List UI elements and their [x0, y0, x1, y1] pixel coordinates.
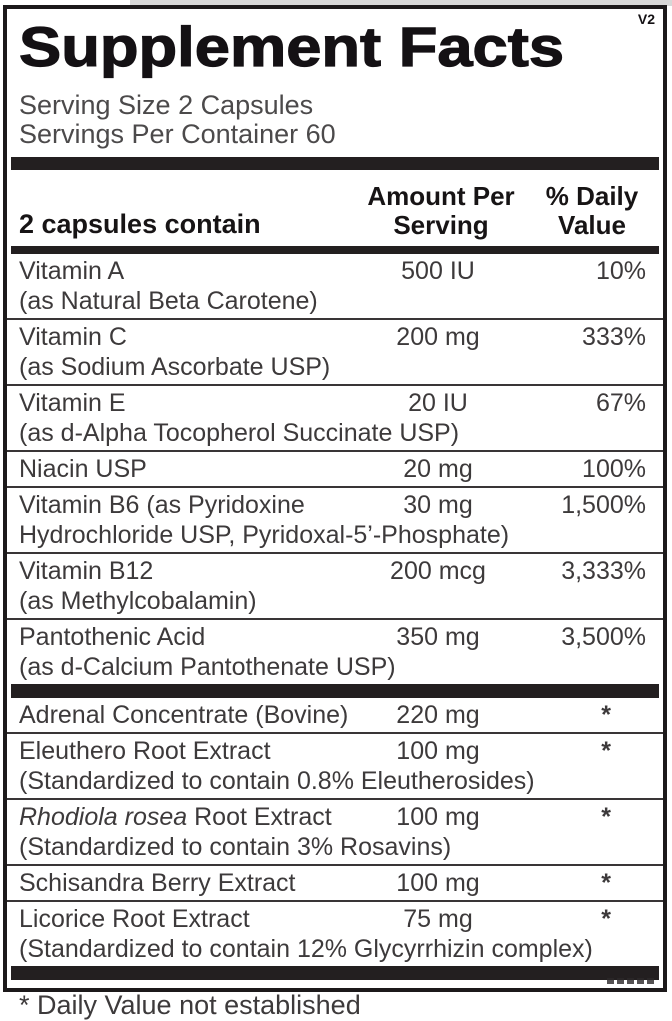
amount-value: 20 IU [408, 389, 468, 417]
ingredient-row: Schisandra Berry Extract 100 mg * [7, 864, 663, 900]
ingredient-name-text: Vitamin B6 (as Pyridoxine [19, 491, 305, 519]
version-mark: V2 [637, 11, 655, 27]
ingredient-name: Schisandra Berry Extract [19, 868, 409, 898]
daily-value: 100% [582, 455, 646, 483]
ingredient-name-text: Eleuthero Root Extract [19, 737, 271, 765]
ingredient-name: Rhodiola rosea Root Extract [19, 802, 409, 832]
ingredient-name-italic: Rhodiola rosea [19, 803, 188, 831]
daily-value: 3,333% [561, 557, 646, 585]
ingredient-detail: Hydrochloride USP, Pyridoxal-5’-Phosphat… [19, 521, 510, 549]
ingredient-name-text: Schisandra Berry Extract [19, 869, 296, 897]
ingredient-name: Eleuthero Root Extract [19, 736, 409, 766]
ingredient-detail: (Standardized to contain 3% Rosavins) [19, 833, 452, 861]
daily-value: 10% [595, 257, 646, 285]
vitamins-group: Vitamin A 500 IU 10% (as Natural Beta Ca… [7, 254, 663, 684]
header-separator-bar [11, 246, 659, 254]
ingredient-detail: (as d-Alpha Tocopherol Succinate USP) [19, 419, 460, 447]
daily-value: 1,500% [561, 491, 646, 519]
amount-value: 100 mg [396, 737, 480, 765]
ingredient-row: Vitamin B6 (as Pyridoxine 30 mg 1,500% H… [7, 486, 663, 552]
amount-value: 100 mg [396, 803, 480, 831]
serving-size: Serving Size 2 Capsules [19, 90, 314, 120]
ingredient-row: Licorice Root Extract 75 mg * (Standardi… [7, 900, 663, 966]
ingredient-name-text: Licorice Root Extract [19, 905, 250, 933]
ingredient-detail: (Standardized to contain 0.8% Eleutheros… [19, 767, 535, 795]
ingredient-detail: (as Methylcobalamin) [19, 587, 257, 615]
facts-title: Supplement Facts [18, 15, 565, 78]
daily-value-asterisk: * [601, 803, 611, 831]
column-header-amount: Amount Per Serving [367, 181, 515, 240]
ingredient-name-text: Pantothenic Acid [19, 623, 206, 651]
amount-value: 200 mcg [390, 557, 486, 585]
ingredient-detail: (Standardized to contain 12% Glycyrrhizi… [19, 935, 593, 963]
amount-value: 100 mg [396, 869, 480, 897]
botanicals-group: Adrenal Concentrate (Bovine) 220 mg * El… [7, 698, 663, 966]
ingredient-row: Rhodiola rosea Root Extract 100 mg * (St… [7, 798, 663, 864]
ingredient-row: Niacin USP 20 mg 100% [7, 450, 663, 486]
ingredient-name-text: Root Extract [187, 803, 332, 831]
ingredient-name-text: Adrenal Concentrate (Bovine) [19, 701, 349, 729]
ingredient-name: Licorice Root Extract [19, 904, 409, 934]
amount-value: 20 mg [403, 455, 473, 483]
ingredient-name: Pantothenic Acid [19, 622, 409, 652]
serving-info: Serving Size 2 Capsules Servings Per Con… [7, 83, 663, 157]
daily-value: 333% [582, 323, 646, 351]
amount-value: 200 mg [396, 323, 480, 351]
ingredient-name: Vitamin A [19, 256, 409, 286]
ingredient-name-text: Vitamin C [19, 323, 127, 351]
column-header-ingredient: 2 capsules contain [19, 209, 261, 239]
ingredient-name: Niacin USP [19, 454, 409, 484]
daily-value-asterisk: * [601, 737, 611, 765]
ingredient-name: Vitamin E [19, 388, 409, 418]
section-bar-middle [11, 684, 659, 698]
ingredient-name-text: Vitamin B12 [19, 557, 154, 585]
ingredient-row: Vitamin B12 200 mcg 3,333% (as Methylcob… [7, 552, 663, 618]
tiny-print-artifact [607, 978, 655, 984]
supplement-facts-label: Supplement Facts V2 Serving Size 2 Capsu… [3, 5, 667, 1020]
ingredient-name: Vitamin B6 (as Pyridoxine [19, 490, 409, 520]
section-bar-bottom [11, 966, 659, 980]
ingredient-row: Vitamin E 20 IU 67% (as d-Alpha Tocopher… [7, 384, 663, 450]
daily-value-asterisk: * [601, 905, 611, 933]
column-header-row: 2 capsules contain Amount Per Serving % … [7, 170, 663, 246]
ingredient-row: Pantothenic Acid 350 mg 3,500% (as d-Cal… [7, 618, 663, 684]
ingredient-name: Adrenal Concentrate (Bovine) [19, 700, 409, 730]
ingredient-detail: (as d-Calcium Pantothenate USP) [19, 653, 396, 681]
ingredient-name: Vitamin C [19, 322, 409, 352]
amount-value: 350 mg [396, 623, 480, 651]
daily-value-asterisk: * [601, 701, 611, 729]
ingredient-row: Vitamin C 200 mg 333% (as Sodium Ascorba… [7, 318, 663, 384]
amount-value: 220 mg [396, 701, 480, 729]
column-header-daily-value: % Daily Value [545, 181, 639, 240]
ingredient-name-text: Niacin USP [19, 455, 147, 483]
amount-value: 30 mg [403, 491, 473, 519]
servings-per-container: Servings Per Container 60 [19, 119, 336, 149]
daily-value: 3,500% [561, 623, 646, 651]
ingredient-detail: (as Sodium Ascorbate USP) [19, 353, 331, 381]
scan-edge-artifact [130, 0, 672, 6]
ingredient-row: Vitamin A 500 IU 10% (as Natural Beta Ca… [7, 254, 663, 318]
section-bar-top [11, 157, 659, 170]
ingredient-detail: (as Natural Beta Carotene) [19, 287, 318, 315]
footnote: * Daily Value not established [19, 990, 361, 1020]
ingredient-name-text: Vitamin E [19, 389, 126, 417]
amount-value: 500 IU [401, 257, 475, 285]
ingredient-name: Vitamin B12 [19, 556, 409, 586]
daily-value: 67% [595, 389, 646, 417]
amount-value: 75 mg [403, 905, 473, 933]
daily-value-asterisk: * [601, 869, 611, 897]
ingredient-name-text: Vitamin A [19, 257, 125, 285]
ingredient-row: Eleuthero Root Extract 100 mg * (Standar… [7, 732, 663, 798]
title-block: Supplement Facts V2 [7, 9, 663, 83]
ingredient-row: Adrenal Concentrate (Bovine) 220 mg * [7, 698, 663, 732]
